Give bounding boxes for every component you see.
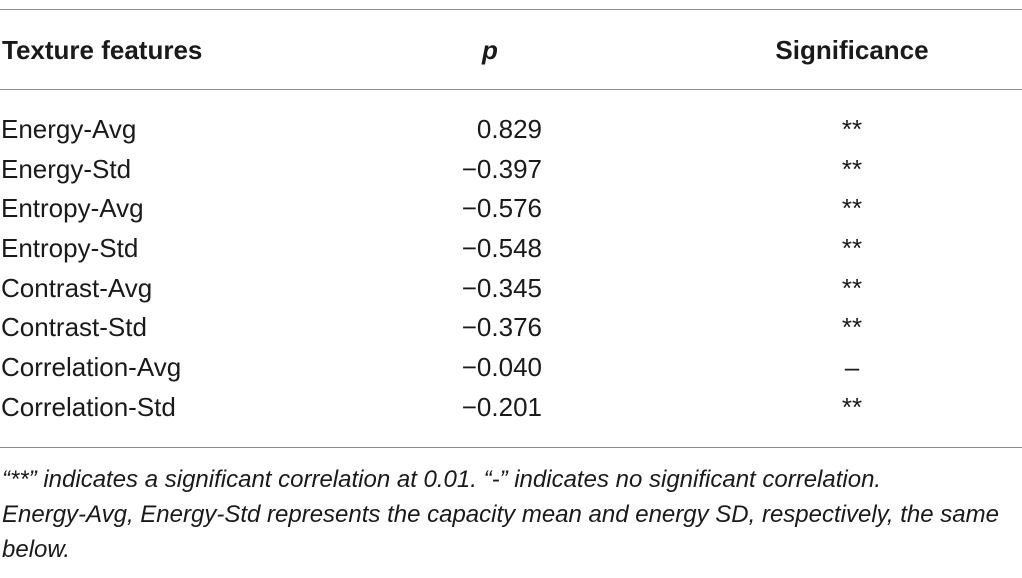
- feature-cell: Contrast-Std: [1, 312, 147, 343]
- feature-cell: Entropy-Std: [1, 233, 139, 264]
- table-row: Correlation-Avg −0.040 –: [0, 348, 1022, 388]
- table-header-rule: [0, 89, 1022, 90]
- table-body: Energy-Avg 0.829 ** Energy-Std −0.397 **…: [0, 110, 1022, 428]
- footnote-line-2: Energy-Avg, Energy-Std represents the ca…: [2, 501, 999, 563]
- p-value-cell: −0.376: [461, 312, 542, 343]
- p-value-cell: −0.201: [461, 391, 542, 422]
- significance-cell: **: [841, 312, 863, 343]
- p-value-cell: −0.548: [461, 233, 542, 264]
- table-row: Entropy-Avg −0.576 **: [0, 189, 1022, 229]
- significance-cell: **: [841, 391, 863, 422]
- significance-cell: –: [844, 352, 860, 383]
- feature-cell: Correlation-Std: [1, 391, 176, 422]
- table-row: Contrast-Avg −0.345 **: [0, 269, 1022, 309]
- significance-cell: **: [841, 153, 863, 184]
- column-header-texture-features: Texture features: [2, 35, 203, 65]
- feature-cell: Contrast-Avg: [1, 272, 153, 303]
- table-row: Contrast-Std −0.376 **: [0, 308, 1022, 348]
- significance-cell: **: [841, 114, 863, 144]
- feature-cell: Energy-Std: [1, 153, 132, 184]
- table-bottom-rule: [0, 447, 1022, 448]
- column-header-significance: Significance: [775, 35, 929, 65]
- table-footnote: “**” indicates a significant correlation…: [2, 462, 1020, 567]
- p-value-cell: −0.397: [461, 153, 542, 184]
- significance-cell: **: [841, 193, 863, 224]
- p-value-cell: 0.829: [476, 114, 542, 144]
- table-top-rule: [0, 9, 1022, 10]
- p-value-cell: −0.576: [461, 193, 542, 224]
- significance-cell: **: [841, 233, 863, 264]
- feature-cell: Entropy-Avg: [1, 193, 144, 224]
- table-row: Energy-Avg 0.829 **: [0, 110, 1022, 150]
- significance-cell: **: [841, 272, 863, 303]
- feature-cell: Energy-Avg: [1, 114, 137, 144]
- column-header-p: p: [482, 35, 498, 65]
- p-value-cell: −0.345: [461, 272, 542, 303]
- p-value-cell: −0.040: [461, 352, 542, 383]
- table-row: Energy-Std −0.397 **: [0, 150, 1022, 190]
- footnote-line-1: “**” indicates a significant correlation…: [2, 466, 882, 493]
- feature-cell: Correlation-Avg: [1, 352, 182, 383]
- table-row: Correlation-Std −0.201 **: [0, 388, 1022, 428]
- table-row: Entropy-Std −0.548 **: [0, 229, 1022, 269]
